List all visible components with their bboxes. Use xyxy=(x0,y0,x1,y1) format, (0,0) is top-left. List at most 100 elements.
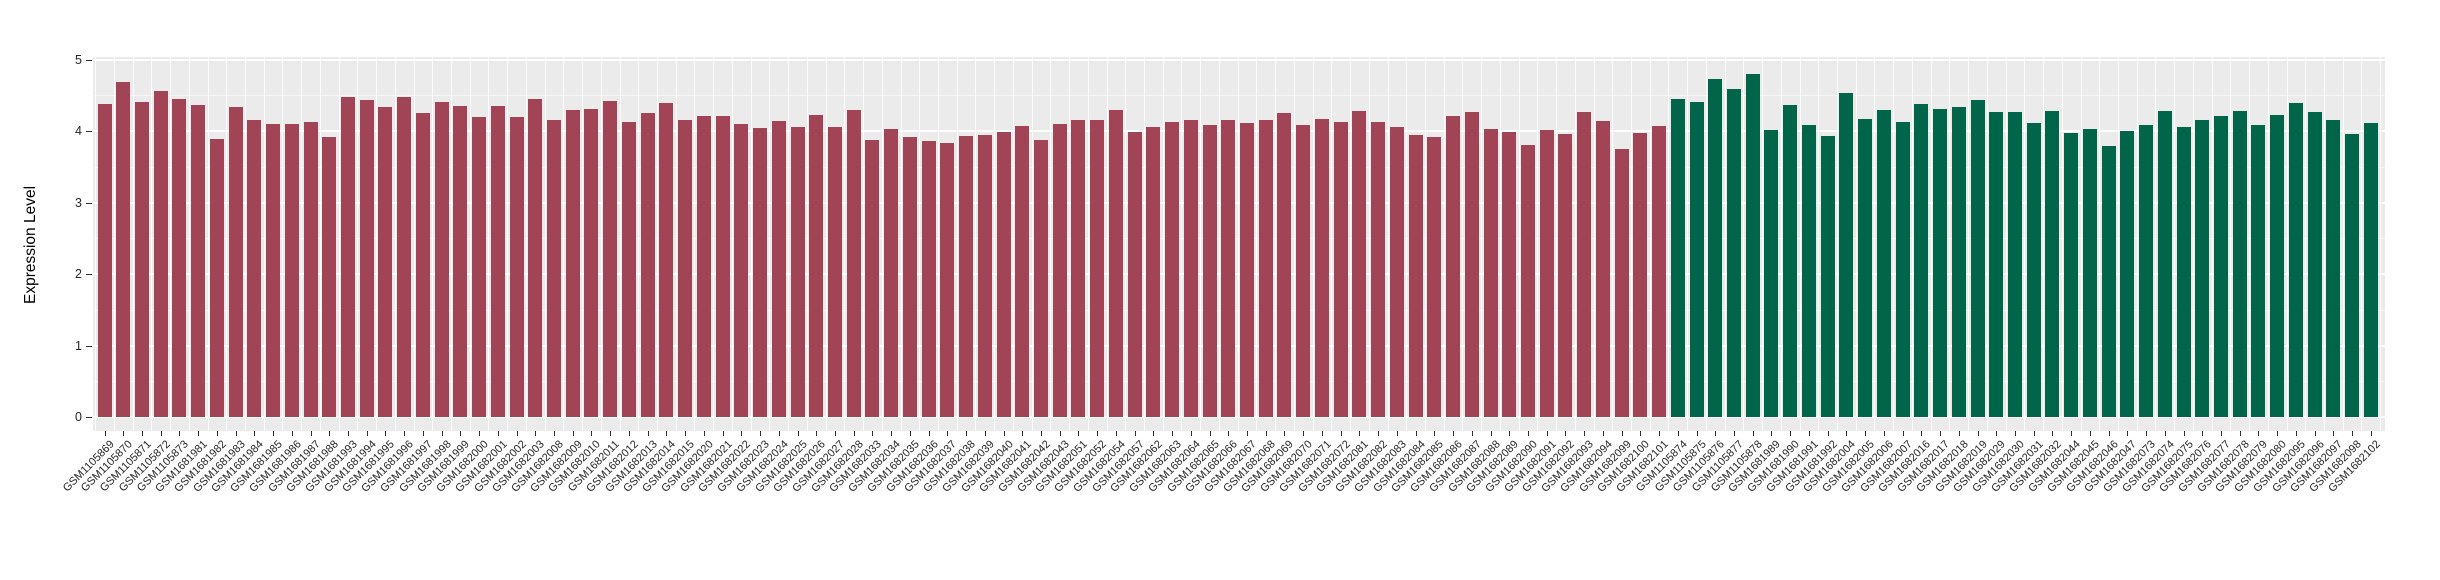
gridline-vertical xyxy=(694,57,696,431)
gridline-vertical xyxy=(394,57,396,431)
gridline-vertical xyxy=(1256,57,1258,431)
bar xyxy=(884,128,899,417)
gridline-major xyxy=(93,416,2385,418)
gridline-minor xyxy=(93,309,2385,311)
bar xyxy=(1708,78,1723,417)
gridline-vertical xyxy=(1930,57,1932,431)
gridline-vertical xyxy=(975,57,977,431)
x-tick-mark xyxy=(1378,431,1380,436)
bar xyxy=(509,116,524,417)
bar xyxy=(1333,121,1348,417)
x-tick-mark xyxy=(1209,431,1211,436)
x-tick-mark xyxy=(2146,431,2148,436)
x-tick-mark xyxy=(1172,431,1174,436)
gridline-vertical xyxy=(638,57,640,431)
x-tick-mark xyxy=(2071,431,2073,436)
bar xyxy=(809,115,824,417)
x-tick-mark xyxy=(1602,431,1604,436)
gridline-vertical xyxy=(2080,57,2082,431)
x-tick-mark xyxy=(1584,431,1586,436)
gridline-vertical xyxy=(1518,57,1520,431)
x-tick-mark xyxy=(2183,431,2185,436)
bar xyxy=(2045,110,2060,417)
bar xyxy=(2082,128,2097,417)
bar xyxy=(172,98,187,417)
bar xyxy=(1502,131,1517,417)
x-tick-mark xyxy=(872,431,874,436)
gridline-vertical xyxy=(1181,57,1183,431)
x-tick-mark xyxy=(1097,431,1099,436)
x-tick-mark xyxy=(647,431,649,436)
x-tick-mark xyxy=(1640,431,1642,436)
gridline-vertical xyxy=(2361,57,2363,431)
gridline-vertical xyxy=(769,57,771,431)
gridline-vertical xyxy=(900,57,902,431)
gridline-vertical xyxy=(1275,57,1277,431)
gridline-vertical xyxy=(319,57,321,431)
bar xyxy=(1951,106,1966,417)
gridline-vertical xyxy=(188,57,190,431)
x-tick-mark xyxy=(329,431,331,436)
bar xyxy=(1745,73,1760,417)
x-tick-mark xyxy=(2314,431,2316,436)
gridline-vertical xyxy=(1949,57,1951,431)
bar xyxy=(1839,93,1854,417)
x-tick-mark xyxy=(2108,431,2110,436)
bar xyxy=(996,132,1011,417)
x-tick-mark xyxy=(610,431,612,436)
bar xyxy=(247,119,262,417)
bar xyxy=(1483,128,1498,417)
bar xyxy=(1296,124,1311,417)
x-tick-mark xyxy=(2333,431,2335,436)
gridline-vertical xyxy=(675,57,677,431)
gridline-vertical xyxy=(1050,57,1052,431)
x-tick-mark xyxy=(198,431,200,436)
gridline-vertical xyxy=(956,57,958,431)
gridline-vertical xyxy=(806,57,808,431)
gridline-vertical xyxy=(338,57,340,431)
gridline-vertical xyxy=(619,57,621,431)
gridline-vertical xyxy=(1387,57,1389,431)
gridline-vertical xyxy=(151,57,153,431)
x-tick-mark xyxy=(1527,431,1529,436)
x-tick-mark xyxy=(1003,431,1005,436)
bar xyxy=(490,105,505,417)
gridline-vertical xyxy=(1574,57,1576,431)
gridline-vertical xyxy=(600,57,602,431)
gridline-vertical xyxy=(2024,57,2026,431)
bar xyxy=(1015,125,1030,417)
y-tick-label: 2 xyxy=(75,267,82,281)
gridline-vertical xyxy=(1481,57,1483,431)
bar xyxy=(2270,115,2285,417)
gridline-vertical xyxy=(750,57,752,431)
bar xyxy=(2120,131,2135,417)
bar xyxy=(1764,129,1779,417)
gridline-vertical xyxy=(2136,57,2138,431)
bar xyxy=(2195,120,2210,417)
x-tick-mark xyxy=(1396,431,1398,436)
x-tick-mark xyxy=(1153,431,1155,436)
x-tick-mark xyxy=(273,431,275,436)
x-tick-mark xyxy=(2202,431,2204,436)
gridline-vertical xyxy=(263,57,265,431)
gridline-vertical xyxy=(1125,57,1127,431)
bar xyxy=(1240,123,1255,417)
x-tick-mark xyxy=(1696,431,1698,436)
x-tick-mark xyxy=(235,431,237,436)
bar xyxy=(284,123,299,417)
bar xyxy=(2213,115,2228,417)
bar xyxy=(2101,146,2116,417)
gridline-vertical xyxy=(2043,57,2045,431)
bar xyxy=(865,139,880,417)
y-axis-title: Expression Level xyxy=(22,185,39,304)
gridline-vertical xyxy=(376,57,378,431)
bar xyxy=(2007,111,2022,417)
gridline-vertical xyxy=(1593,57,1595,431)
x-tick-mark xyxy=(1059,431,1061,436)
bar xyxy=(1727,88,1741,417)
x-tick-mark xyxy=(1471,431,1473,436)
gridline-vertical xyxy=(1162,57,1164,431)
x-tick-mark xyxy=(441,431,443,436)
bar xyxy=(415,113,430,417)
gridline-vertical xyxy=(1331,57,1333,431)
